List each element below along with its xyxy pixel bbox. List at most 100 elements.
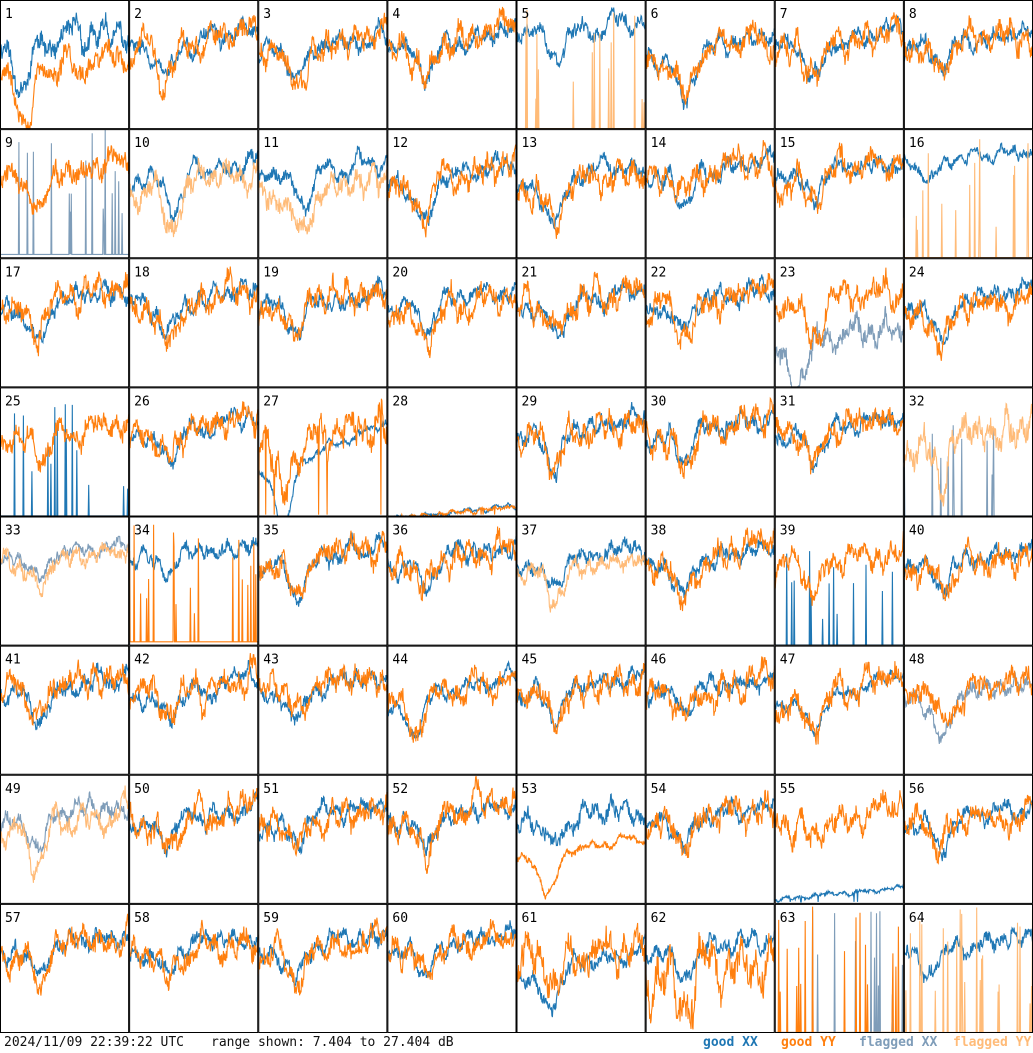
panel-64: 64: [903, 903, 1033, 1033]
panel-5: 5: [516, 0, 646, 130]
panel-label: 45: [522, 653, 538, 668]
panel-58: 58: [129, 903, 259, 1033]
series-yy-8: [903, 15, 1033, 81]
panel-18: 18: [129, 258, 259, 388]
panel-border: [387, 903, 517, 1033]
panel-border: [903, 0, 1033, 130]
panel-57: 57: [0, 903, 130, 1033]
panel-label: 49: [5, 782, 21, 797]
panel-label: 12: [392, 136, 408, 151]
panel-border: [645, 387, 775, 517]
panel-border: [774, 774, 904, 904]
panel-border: [387, 258, 517, 388]
panel-border: [0, 903, 130, 1033]
panel-label: 23: [780, 265, 796, 280]
panel-35: 35: [258, 516, 388, 646]
panel-44: 44: [387, 645, 517, 775]
series-yy-52: [387, 775, 517, 875]
series-yy-13: [516, 158, 646, 239]
series-xx-42: [129, 659, 259, 730]
panel-29: 29: [516, 387, 646, 517]
series-yy-41: [0, 659, 130, 726]
panel-border: [258, 258, 388, 388]
series-xx-5: [516, 7, 646, 69]
series-xx-18: [129, 278, 259, 340]
panel-label: 59: [263, 911, 279, 926]
panel-25: 25: [0, 387, 130, 517]
panel-label: 37: [522, 524, 538, 539]
panel-border: [387, 0, 517, 130]
panel-border: [258, 516, 388, 646]
panel-border: [129, 774, 259, 904]
panel-border: [387, 774, 517, 904]
panel-label: 21: [522, 265, 538, 280]
panel-label: 14: [651, 136, 667, 151]
series-yy-49: [0, 785, 130, 883]
panel-border: [516, 0, 646, 130]
panel-10: 10: [129, 129, 259, 259]
series-xx-25: [0, 404, 130, 517]
panel-9: 9: [0, 129, 130, 259]
panel-43: 43: [258, 645, 388, 775]
panel-border: [258, 0, 388, 130]
series-yy-39: [774, 530, 904, 606]
panel-38: 38: [645, 516, 775, 646]
series-xx-53: [516, 793, 646, 847]
panel-12: 12: [387, 129, 517, 259]
series-yy-24: [903, 283, 1033, 361]
panel-61: 61: [516, 903, 646, 1033]
series-yy-61: [516, 922, 646, 999]
series-yy-62: [645, 932, 775, 1030]
panel-label: 46: [651, 653, 667, 668]
panel-56: 56: [903, 774, 1033, 904]
series-xx-47: [774, 669, 904, 737]
panel-53: 53: [516, 774, 646, 904]
panel-border: [645, 129, 775, 259]
panel-32: 32: [903, 387, 1033, 517]
panel-border: [516, 516, 646, 646]
series-xx-58: [129, 928, 259, 978]
series-yy-51: [258, 791, 388, 858]
series-yy-48: [903, 664, 1033, 727]
panel-border: [516, 387, 646, 517]
range-text: range shown: 7.404 to 27.404 dB: [211, 1035, 454, 1050]
panel-16: 16: [903, 129, 1033, 259]
panel-27: 27: [258, 387, 388, 517]
panel-label: 32: [909, 394, 925, 409]
panel-51: 51: [258, 774, 388, 904]
panel-19: 19: [258, 258, 388, 388]
series-yy-27: [258, 398, 388, 515]
series-xx-50: [129, 791, 259, 858]
panel-border: [774, 129, 904, 259]
panel-label: 47: [780, 653, 796, 668]
panel-border: [645, 258, 775, 388]
series-yy-14: [645, 140, 775, 205]
panel-13: 13: [516, 129, 646, 259]
series-yy-18: [129, 266, 259, 352]
series-xx-61: [516, 933, 646, 1018]
panel-36: 36: [387, 516, 517, 646]
series-yy-45: [516, 651, 646, 735]
panel-label: 44: [392, 653, 408, 668]
panel-border: [129, 516, 259, 646]
panel-14: 14: [645, 129, 775, 259]
panel-33: 33: [0, 516, 130, 646]
panel-border: [516, 903, 646, 1033]
panel-label: 11: [263, 136, 279, 151]
panel-label: 27: [263, 394, 279, 409]
panel-label: 34: [134, 524, 150, 539]
panel-border: [129, 129, 259, 259]
series-yy-46: [645, 656, 775, 722]
panel-border: [0, 516, 130, 646]
panel-label: 52: [392, 782, 408, 797]
panel-40: 40: [903, 516, 1033, 646]
panel-label: 16: [909, 136, 925, 151]
series-xx-8: [903, 20, 1033, 77]
series-xx-3: [258, 17, 388, 80]
panel-34: 34: [129, 516, 259, 646]
panel-49: 49: [0, 774, 130, 904]
series-xx-49: [0, 791, 130, 855]
series-xx-7: [774, 15, 904, 83]
panel-border: [774, 903, 904, 1033]
